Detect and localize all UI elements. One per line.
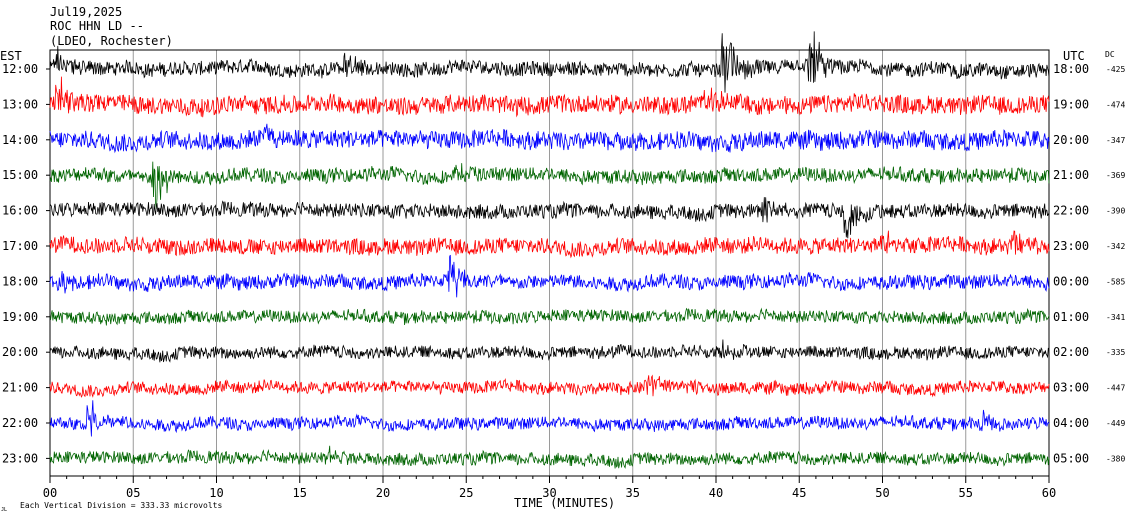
x-tick-label: 15 (293, 486, 307, 500)
x-tick-label: 55 (959, 486, 973, 500)
row-time-est: 18:00 (2, 274, 38, 288)
row-time-utc: 23:00 (1053, 239, 1089, 253)
x-tick-label: 10 (209, 486, 223, 500)
row-time-est: 22:00 (2, 416, 38, 430)
dc-label: DC (1105, 50, 1115, 59)
row-time-utc: 05:00 (1053, 451, 1089, 465)
row-time-utc: 03:00 (1053, 381, 1089, 395)
trace-row (49, 400, 1050, 437)
x-tick-label: 40 (709, 486, 723, 500)
row-time-utc: 19:00 (1053, 97, 1089, 111)
x-axis-title: TIME (MINUTES) (514, 496, 615, 510)
row-time-utc: 21:00 (1053, 168, 1089, 182)
footer-scale-note: Each Vertical Division = 333.33 microvol… (20, 501, 222, 510)
row-time-est: 13:00 (2, 97, 38, 111)
trace-row (49, 254, 1050, 298)
x-tick-label: 00 (43, 486, 57, 500)
trace-row (49, 445, 1050, 469)
x-tick-label: 50 (875, 486, 889, 500)
row-time-est: 23:00 (2, 451, 38, 465)
trace-row (49, 123, 1050, 154)
right-axis-label: UTC (1063, 49, 1085, 63)
row-time-est: 16:00 (2, 204, 38, 218)
x-tick-label: 20 (376, 486, 390, 500)
header-network: (LDEO, Rochester) (50, 34, 173, 48)
footer-corner-mark: JL (1, 507, 7, 513)
row-time-est: 17:00 (2, 239, 38, 253)
x-tick-label: 45 (792, 486, 806, 500)
trace-row (49, 161, 1050, 209)
row-time-utc: 01:00 (1053, 310, 1089, 324)
row-dc-offset: -447 (1106, 384, 1125, 393)
trace-row (49, 307, 1050, 326)
row-dc-offset: -474 (1106, 100, 1125, 109)
row-dc-offset: -342 (1106, 242, 1125, 251)
trace-row (49, 31, 1050, 93)
x-tick-label: 30 (542, 486, 556, 500)
row-time-utc: 04:00 (1053, 416, 1089, 430)
row-time-est: 12:00 (2, 62, 38, 76)
row-dc-offset: -369 (1106, 171, 1125, 180)
row-dc-offset: -347 (1106, 136, 1125, 145)
row-dc-offset: -449 (1106, 419, 1125, 428)
left-axis-label: EST (0, 49, 22, 63)
row-dc-offset: -335 (1106, 348, 1125, 357)
row-dc-offset: -341 (1106, 313, 1125, 322)
row-dc-offset: -585 (1106, 277, 1125, 286)
row-time-utc: 22:00 (1053, 204, 1089, 218)
row-time-est: 20:00 (2, 345, 38, 359)
row-time-est: 19:00 (2, 310, 38, 324)
trace-row (49, 197, 1050, 239)
row-dc-offset: -380 (1106, 454, 1125, 463)
trace-row (49, 230, 1050, 259)
trace-row (49, 339, 1050, 363)
x-tick-label: 25 (459, 486, 473, 500)
header-station: ROC HHN LD -- (50, 19, 144, 33)
row-time-est: 15:00 (2, 168, 38, 182)
row-time-utc: 00:00 (1053, 274, 1089, 288)
x-tick-label: 05 (126, 486, 140, 500)
row-time-utc: 18:00 (1053, 62, 1089, 76)
trace-row (49, 374, 1050, 398)
row-time-est: 21:00 (2, 381, 38, 395)
row-dc-offset: -390 (1106, 207, 1125, 216)
x-tick-label: 35 (626, 486, 640, 500)
row-dc-offset: -425 (1106, 65, 1125, 74)
row-time-utc: 20:00 (1053, 133, 1089, 147)
row-time-utc: 02:00 (1053, 345, 1089, 359)
trace-row (49, 76, 1050, 118)
row-time-est: 14:00 (2, 133, 38, 147)
x-tick-label: 60 (1042, 486, 1056, 500)
header-date: Jul19,2025 (50, 5, 122, 19)
